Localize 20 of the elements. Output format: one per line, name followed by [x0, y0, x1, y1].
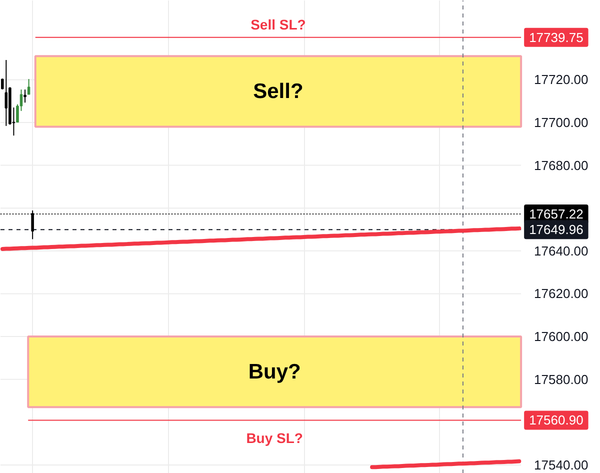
y-tick-label: 17620.00: [534, 286, 588, 302]
line-series: [0, 226, 522, 251]
y-tick-label: 17700.00: [534, 114, 588, 130]
y-tick-label: 17540.00: [534, 457, 588, 472]
y-tick-label: 17640.00: [534, 243, 588, 258]
annotation: 17657.22: [529, 206, 584, 222]
y-tick-label: 17720.00: [534, 72, 588, 88]
ref-line-label: Sell SL?: [250, 16, 306, 32]
annotation: 17649.96: [529, 222, 584, 238]
y-tick-label: 17580.00: [534, 372, 588, 387]
candlestick: [24, 89, 26, 104]
annotation: 17739.75: [529, 30, 584, 45]
band-label: Sell?: [253, 80, 304, 103]
y-tick-label: 17680.00: [534, 158, 588, 173]
band-label: Buy?: [248, 360, 301, 384]
y-tick-label: 17600.00: [534, 329, 588, 344]
annotation: 17560.90: [529, 412, 584, 428]
candlestick: [27, 78, 30, 95]
candlestick: [4, 60, 8, 126]
ref-line-label: Buy SL?: [246, 430, 303, 446]
